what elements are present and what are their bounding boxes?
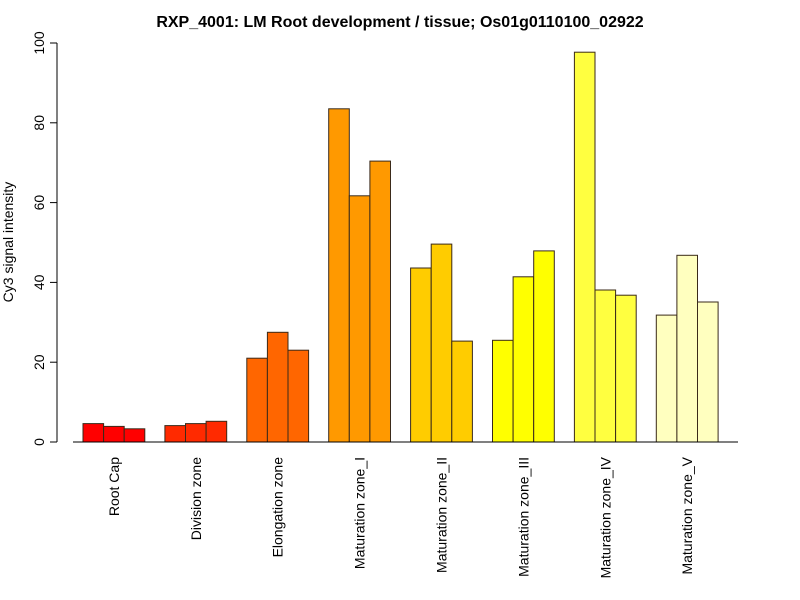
bar [410,267,432,443]
bar [594,289,617,443]
bar [492,339,514,443]
chart-title: RXP_4001: LM Root development / tissue; … [156,14,643,31]
x-tick-label: Elongation zone [270,457,286,558]
bar [697,301,719,443]
bar [164,425,186,443]
bar [287,349,310,443]
bar [430,243,453,443]
bar [266,331,289,443]
y-tick-label: 0 [31,438,47,446]
bar [205,420,228,443]
y-tick-label: 40 [31,274,47,290]
x-tick-label: Maturation zone_V [679,456,695,574]
x-tick-label: Division zone [188,457,204,540]
x-tick-label: Maturation zone_I [352,457,368,569]
bar [655,314,678,443]
bar [103,425,125,443]
bar [123,428,146,443]
x-tick-label: Maturation zone_II [434,457,450,573]
bar [369,160,391,443]
bar [573,51,596,443]
bar [615,294,637,443]
y-tick-label: 100 [31,31,47,55]
bar [246,357,268,443]
x-tick-label: Maturation zone_III [515,457,531,577]
bar [451,340,473,443]
bar [328,108,350,443]
bar [185,423,207,443]
bar [348,195,371,443]
bar [533,250,555,443]
y-axis: 0 20 40 60 80 100 [31,31,58,446]
y-tick-label: 80 [31,115,47,131]
bar [512,276,535,443]
x-tick-labels: Root Cap Division zone Elongation zone Matu… [106,456,695,578]
y-tick-label: 60 [31,195,47,211]
y-axis-label: Cy3 signal intensity [0,182,16,303]
bar [82,423,105,443]
bar [676,254,699,443]
x-tick-label: Root Cap [106,457,122,516]
y-tick-label: 20 [31,354,47,370]
bars [82,51,719,443]
x-tick-label: Maturation zone_IV [597,456,613,578]
